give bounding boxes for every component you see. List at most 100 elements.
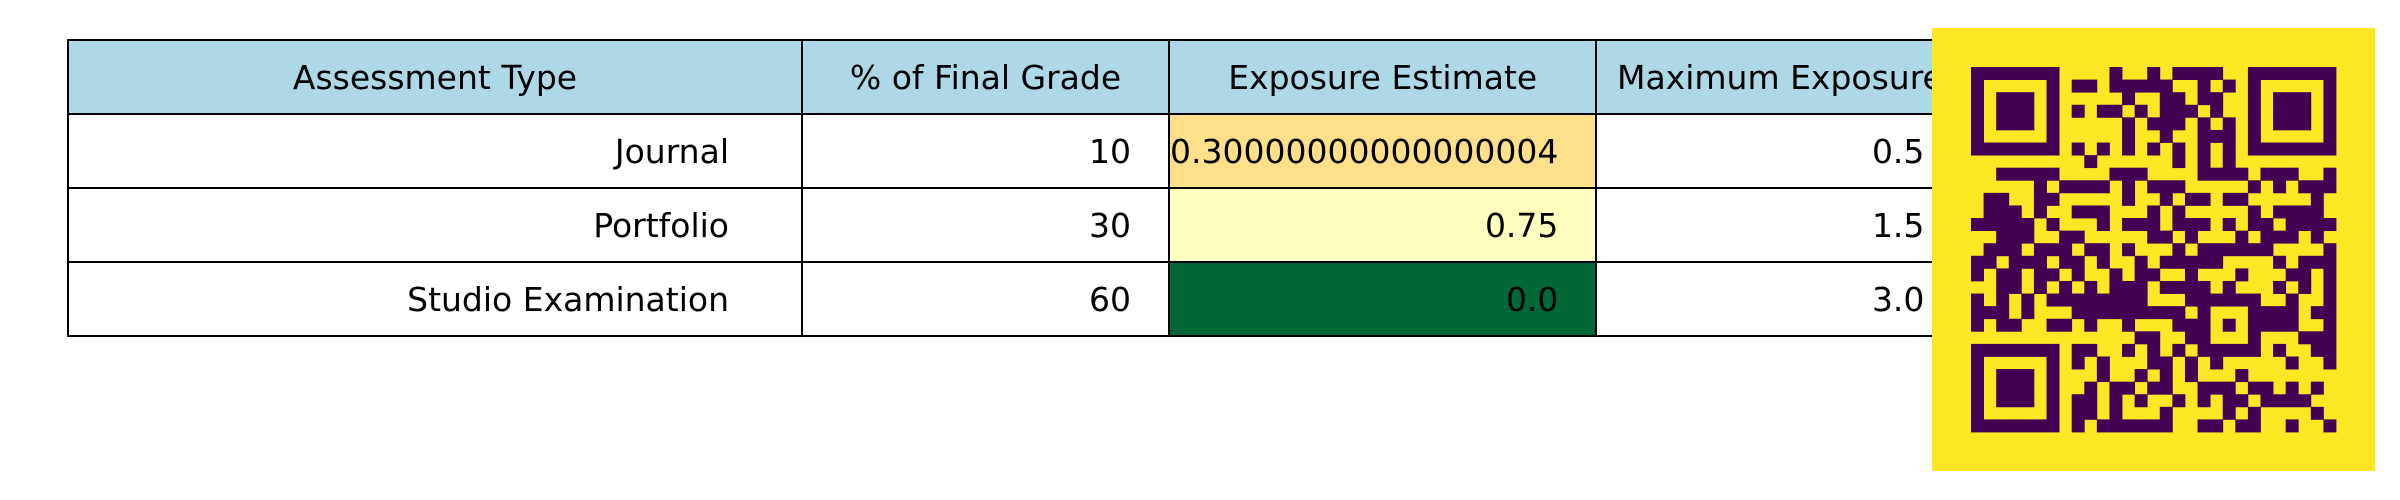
qr-module [2222, 406, 2236, 420]
qr-module [2046, 268, 2060, 282]
qr-module [2159, 306, 2173, 320]
qr-module [2323, 117, 2337, 131]
qr-module [2122, 243, 2136, 257]
qr-module [2134, 255, 2148, 269]
qr-module [2147, 268, 2161, 282]
qr-module [2122, 218, 2136, 232]
qr-module [2096, 218, 2110, 232]
qr-module [2008, 142, 2022, 156]
qr-module [2159, 92, 2173, 106]
qr-module [2184, 318, 2198, 332]
qr-module [2122, 142, 2136, 156]
qr-module [2184, 293, 2198, 307]
qr-module [2247, 306, 2261, 320]
qr-module [2084, 306, 2098, 320]
qr-module [1996, 318, 2010, 332]
qr-module [2260, 306, 2274, 320]
qr-module [2235, 230, 2249, 244]
qr-module [2084, 180, 2098, 194]
qr-module [2298, 394, 2312, 408]
qr-module [2046, 129, 2060, 143]
qr-module [2210, 104, 2224, 118]
qr-module [2172, 318, 2186, 332]
header-assessment-type: Assessment Type [67, 39, 803, 115]
qr-module [2021, 117, 2035, 131]
qr-module [2298, 180, 2312, 194]
qr-module [1971, 293, 1984, 307]
qr-module [2008, 280, 2022, 294]
qr-module [2008, 167, 2022, 181]
qr-module [2298, 117, 2312, 131]
qr-module [2008, 394, 2022, 408]
qr-module [2235, 369, 2249, 383]
qr-module [2197, 331, 2211, 345]
qr-module [2172, 155, 2186, 169]
qr-module [2197, 243, 2211, 257]
qr-module [2046, 318, 2060, 332]
qr-module [2197, 318, 2211, 332]
qr-module [2046, 67, 2060, 80]
qr-module [2210, 293, 2224, 307]
qr-module [2008, 230, 2022, 244]
qr-module [2084, 243, 2098, 257]
qr-module [2184, 67, 2198, 80]
qr-module [2071, 394, 2085, 408]
qr-module [2197, 255, 2211, 269]
qr-module [2021, 306, 2035, 320]
qr-module [2084, 406, 2098, 420]
qr-module [2172, 205, 2186, 219]
qr-module [2222, 142, 2236, 156]
qr-module [2172, 218, 2186, 232]
qr-module [2122, 180, 2136, 194]
qr-module [2134, 419, 2148, 433]
qr-module [2172, 104, 2186, 118]
qr-module [2008, 381, 2022, 395]
qr-module [2172, 394, 2186, 408]
cell-percent: 30 [801, 187, 1170, 263]
qr-module [2059, 243, 2073, 257]
qr-module [2033, 205, 2047, 219]
qr-module [2298, 331, 2312, 345]
qr-module [2172, 92, 2186, 106]
qr-module [2147, 381, 2161, 395]
qr-module [1996, 243, 2010, 257]
qr-module [2059, 180, 2073, 194]
qr-module [2222, 129, 2236, 143]
qr-module [2159, 230, 2173, 244]
qr-code-graphic [1932, 28, 2375, 471]
qr-module [1983, 306, 1997, 320]
qr-module [2096, 142, 2110, 156]
qr-module [2184, 280, 2198, 294]
qr-module [1983, 142, 1997, 156]
qr-module [2323, 129, 2337, 143]
qr-module [2122, 79, 2136, 93]
qr-module [2159, 381, 2173, 395]
header-percent-final-grade: % of Final Grade [801, 39, 1170, 115]
qr-module [2033, 67, 2047, 80]
qr-module [2273, 280, 2287, 294]
qr-module [2285, 419, 2299, 433]
qr-module [2096, 306, 2110, 320]
qr-module [2247, 406, 2261, 420]
qr-module [2109, 406, 2123, 420]
qr-module [2021, 92, 2035, 106]
qr-module [1983, 343, 1997, 357]
qr-module [2008, 268, 2022, 282]
qr-module [2109, 419, 2123, 433]
qr-module [2273, 255, 2287, 269]
qr-module [2184, 331, 2198, 345]
qr-module [2071, 104, 2085, 118]
qr-module [2096, 356, 2110, 370]
qr-module [2084, 293, 2098, 307]
qr-module [1996, 205, 2010, 219]
qr-module [2046, 167, 2060, 181]
qr-module [2273, 230, 2287, 244]
qr-module [2235, 268, 2249, 282]
qr-module [2147, 419, 2161, 433]
qr-module [2046, 79, 2060, 93]
qr-module [2159, 406, 2173, 420]
qr-module [2096, 293, 2110, 307]
qr-module [2247, 293, 2261, 307]
qr-module [2109, 167, 2123, 181]
qr-module [2273, 104, 2287, 118]
